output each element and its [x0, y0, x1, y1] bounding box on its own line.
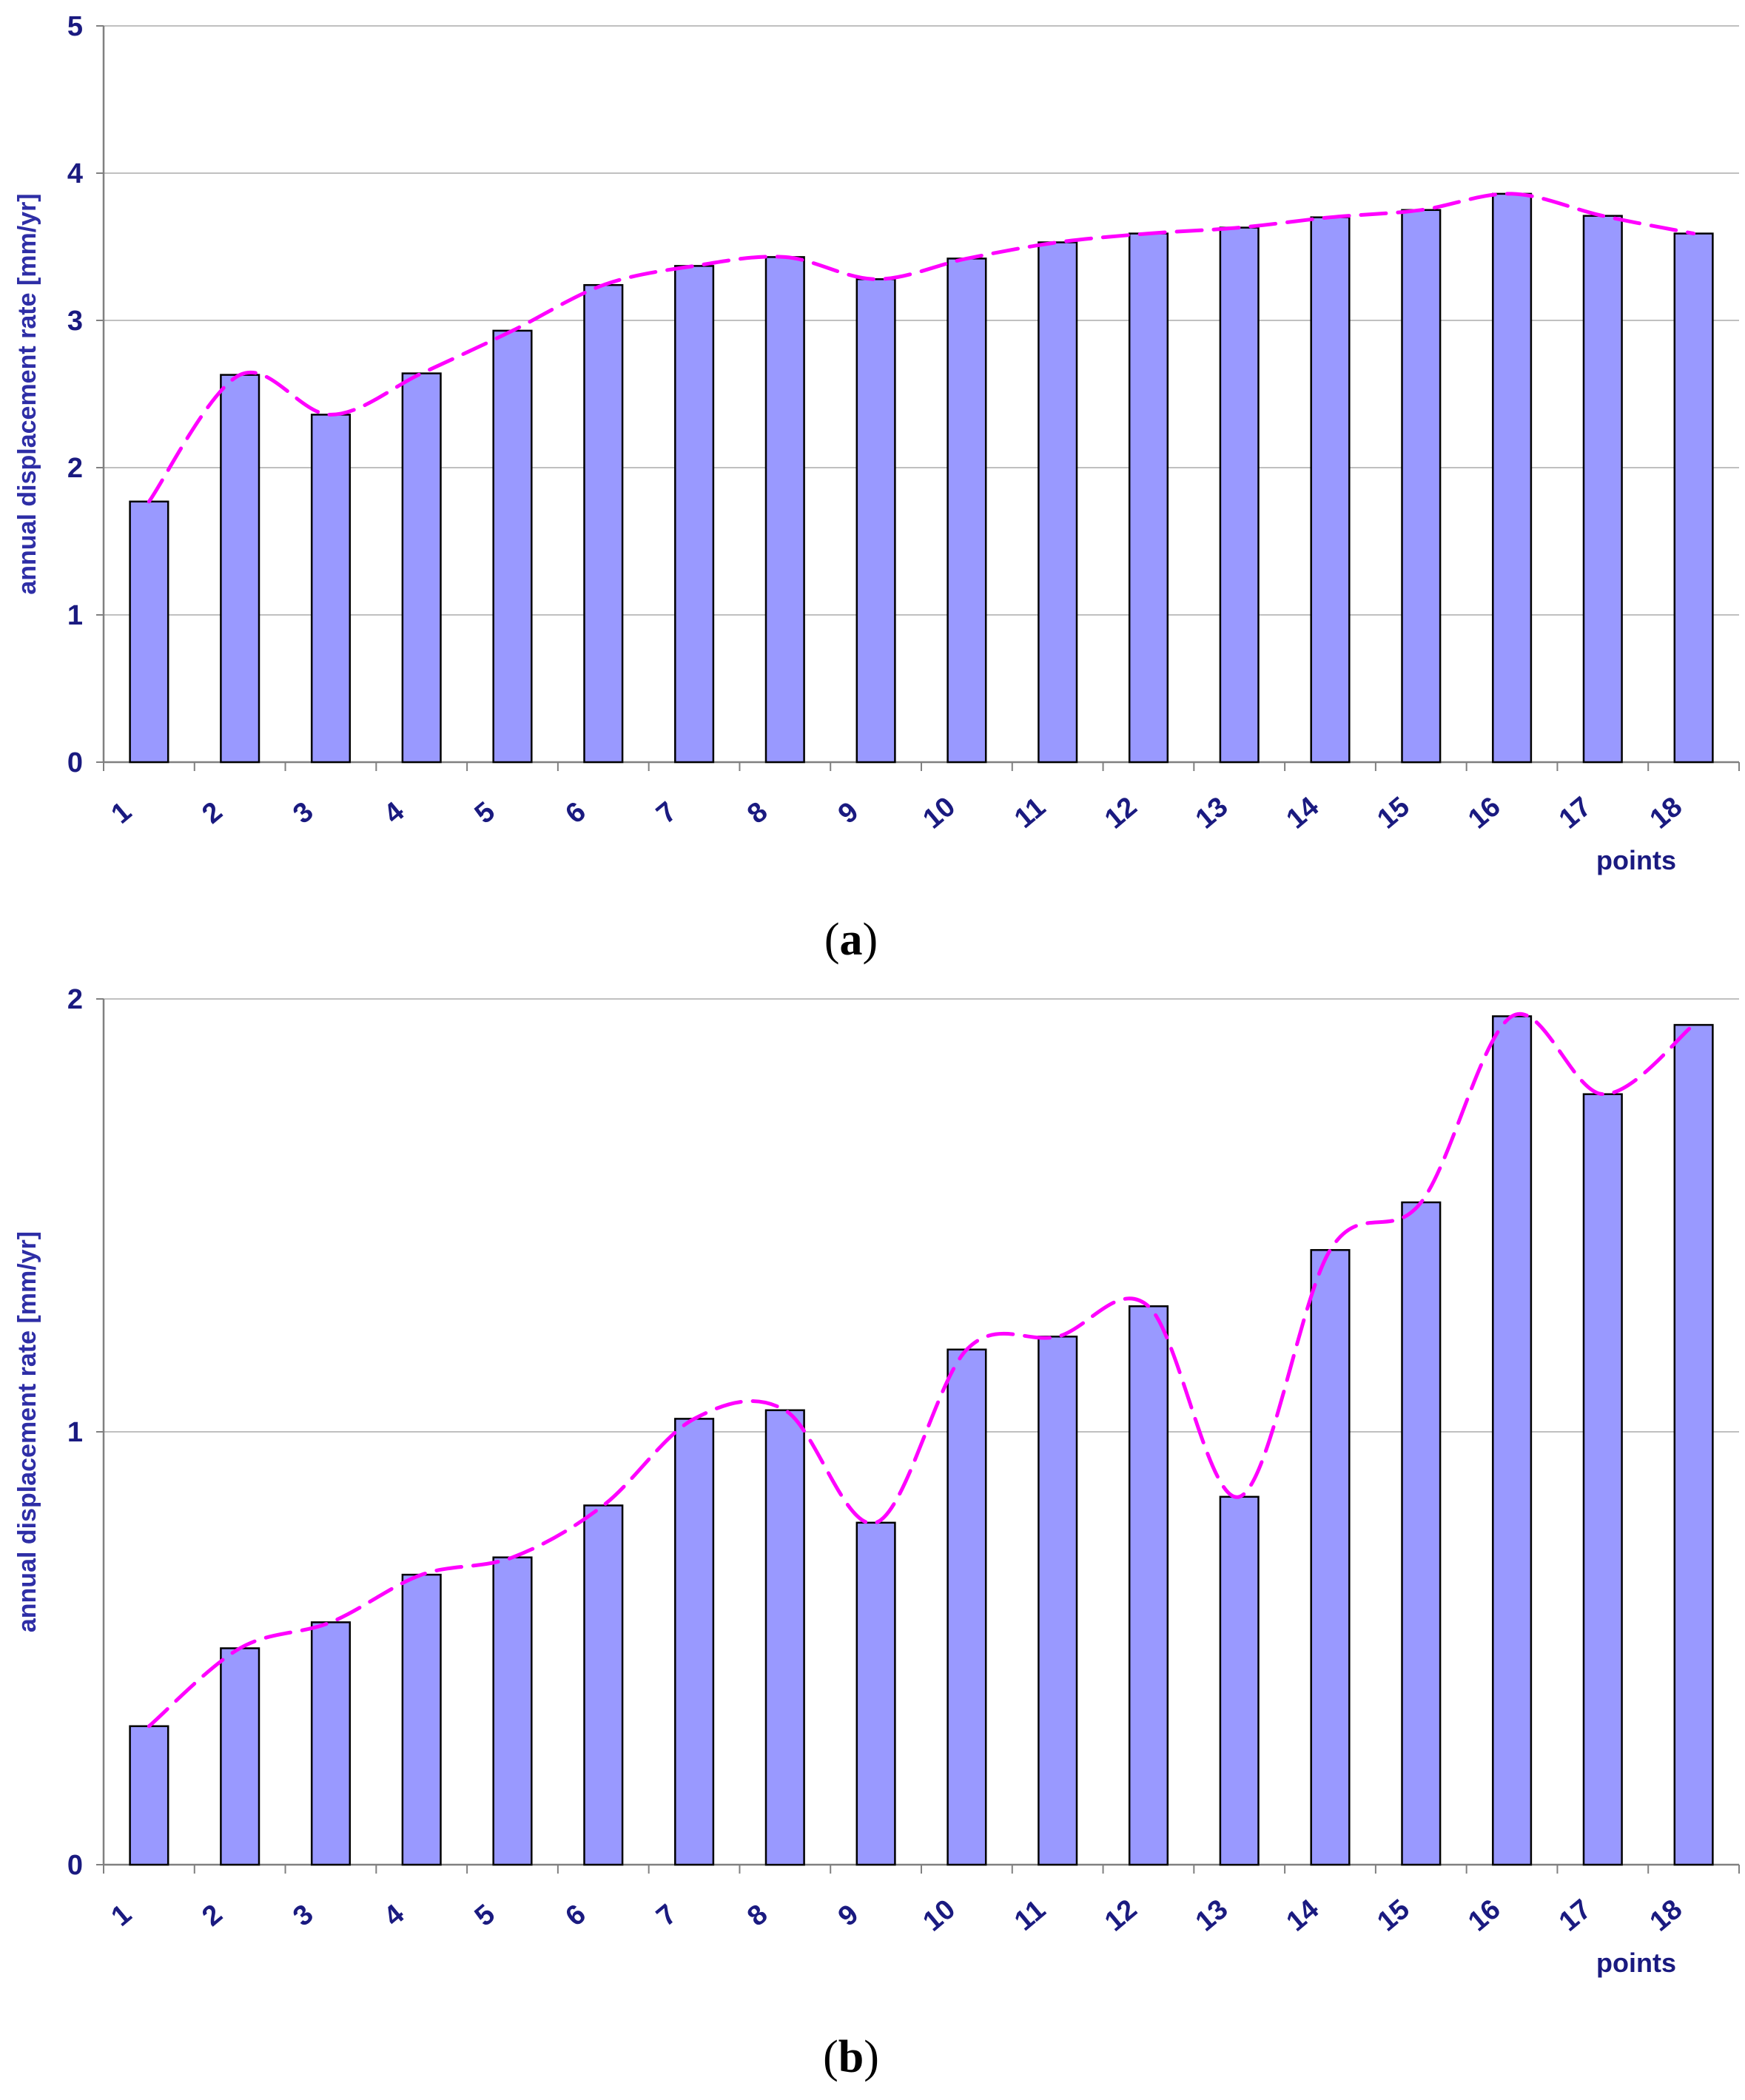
x-tick-label: 3 — [287, 1899, 319, 1933]
bar-point-14 — [1310, 216, 1351, 764]
y-tick-label: 2 — [67, 453, 83, 484]
bar-point-17 — [1582, 215, 1623, 764]
bar-point-4 — [401, 372, 442, 764]
x-tick-label: 1 — [106, 796, 138, 830]
panel-caption: (b) — [823, 2032, 879, 2082]
x-tick-label: 17 — [1553, 1894, 1597, 1937]
x-tick-label: 4 — [378, 1899, 410, 1933]
bar-point-13 — [1219, 1495, 1260, 1866]
y-tick-label: 0 — [67, 747, 83, 778]
bar-point-10 — [947, 1348, 987, 1866]
bar-point-5 — [492, 329, 533, 764]
x-axis-title: points — [1596, 845, 1676, 875]
bar-point-6 — [583, 1504, 624, 1866]
bar-point-16 — [1492, 1015, 1533, 1866]
y-tick-label: 2 — [67, 984, 83, 1015]
y-tick-label: 4 — [67, 158, 83, 189]
y-tick-label: 1 — [67, 600, 83, 631]
trend-line — [147, 1012, 1696, 1729]
bar-point-9 — [855, 278, 896, 764]
bar-point-15 — [1401, 1201, 1442, 1866]
bar-point-18 — [1673, 1023, 1714, 1866]
x-tick-label: 5 — [469, 1899, 501, 1933]
bar-point-3 — [310, 1621, 352, 1866]
x-tick-label: 11 — [1009, 1894, 1052, 1937]
x-tick-label: 9 — [833, 1899, 864, 1933]
bar-point-2 — [220, 1647, 260, 1866]
bar-point-11 — [1038, 1336, 1078, 1866]
x-tick-label: 3 — [287, 796, 319, 830]
bar-point-3 — [310, 414, 352, 764]
x-tick-label: 11 — [1009, 792, 1052, 835]
x-tick-label: 18 — [1644, 1894, 1688, 1937]
bar-point-1 — [129, 1725, 169, 1866]
x-tick-label: 15 — [1371, 791, 1415, 835]
x-tick-label: 6 — [560, 796, 592, 830]
x-axis-title: points — [1596, 1948, 1676, 1978]
x-tick-label: 16 — [1462, 791, 1506, 835]
bar-point-2 — [220, 374, 260, 764]
x-tick-label: 14 — [1281, 791, 1325, 835]
x-tick-label: 1 — [106, 1899, 138, 1933]
bar-point-8 — [764, 1409, 805, 1866]
x-tick-label: 4 — [378, 796, 410, 830]
x-tick-label: 2 — [196, 796, 228, 830]
x-tick-label: 10 — [918, 791, 961, 835]
trend-line — [147, 192, 1696, 504]
bar-point-17 — [1582, 1093, 1623, 1866]
y-axis-title: annual displacement rate [mm/yr] — [13, 193, 41, 594]
x-tick-label: 5 — [469, 796, 501, 830]
bar-point-10 — [947, 258, 987, 764]
bar-point-13 — [1219, 226, 1260, 764]
x-tick-label: 13 — [1190, 1894, 1234, 1937]
bar-point-7 — [674, 1418, 715, 1866]
bar-point-4 — [401, 1573, 442, 1866]
x-tick-label: 12 — [1099, 1894, 1143, 1937]
x-tick-label: 15 — [1371, 1894, 1415, 1937]
y-tick-label: 1 — [67, 1417, 83, 1448]
bar-point-9 — [855, 1521, 896, 1866]
x-tick-label: 16 — [1462, 1894, 1506, 1937]
x-tick-label: 14 — [1281, 1894, 1325, 1937]
bar-point-12 — [1128, 1305, 1169, 1866]
x-tick-label: 18 — [1644, 791, 1688, 835]
x-tick-label: 2 — [196, 1899, 228, 1933]
bar-point-8 — [764, 256, 805, 764]
bar-point-15 — [1401, 209, 1442, 764]
y-axis-title: annual displacement rate [mm/yr] — [13, 1231, 41, 1632]
x-tick-label: 10 — [918, 1894, 961, 1937]
x-tick-label: 8 — [742, 796, 773, 830]
x-tick-label: 13 — [1190, 791, 1234, 835]
bar-point-14 — [1310, 1249, 1351, 1866]
x-tick-label: 8 — [742, 1899, 773, 1933]
bar-point-6 — [583, 283, 624, 764]
bar-point-1 — [129, 500, 169, 764]
bar-point-16 — [1492, 192, 1533, 764]
bar-point-11 — [1038, 241, 1078, 764]
x-tick-label: 12 — [1099, 791, 1143, 835]
y-tick-label: 3 — [67, 306, 83, 337]
bar-point-12 — [1128, 232, 1169, 764]
y-tick-label: 5 — [67, 11, 83, 42]
x-tick-label: 7 — [650, 1899, 682, 1933]
panel-caption: (a) — [824, 915, 878, 965]
bar-point-5 — [492, 1556, 533, 1866]
y-tick-label: 0 — [67, 1850, 83, 1881]
x-tick-label: 7 — [650, 796, 682, 830]
bar-point-18 — [1673, 232, 1714, 764]
x-tick-label: 6 — [560, 1899, 592, 1933]
x-tick-label: 9 — [833, 796, 864, 830]
bar-point-7 — [674, 265, 715, 764]
x-tick-label: 17 — [1553, 791, 1597, 835]
